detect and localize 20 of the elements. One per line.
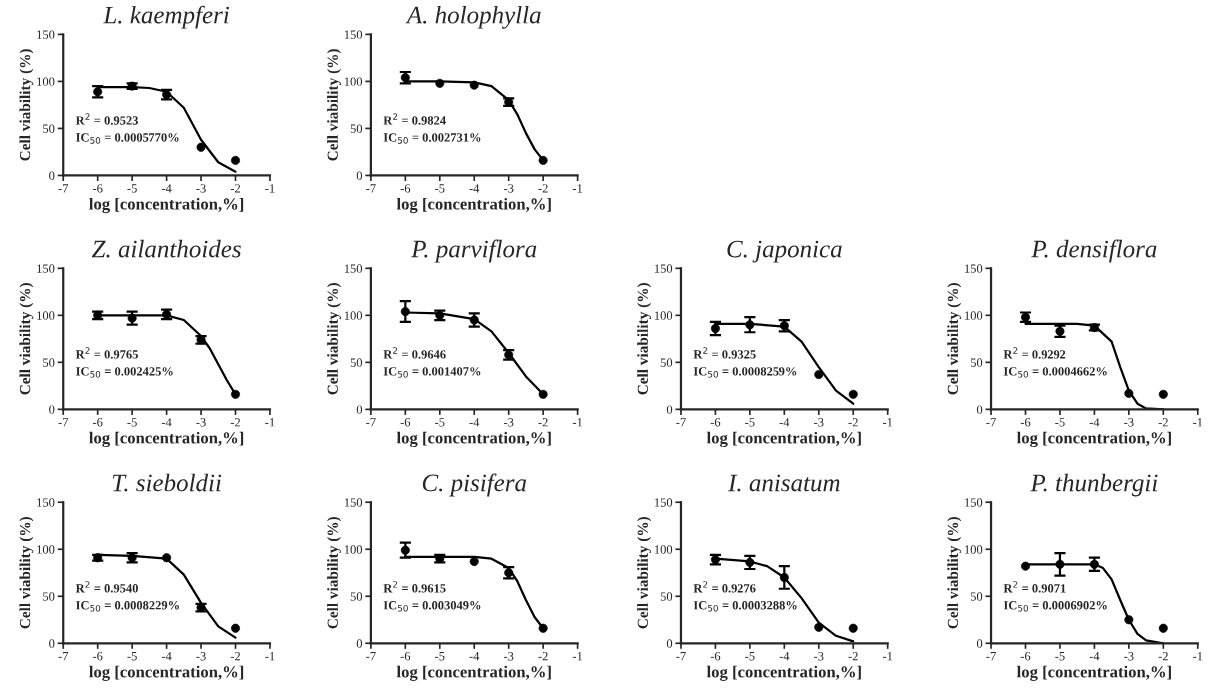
- x-axis-title: log [concentration,%]: [1016, 665, 1171, 681]
- chart-title: L. kaempferi: [103, 5, 230, 29]
- x-axis-title: log [concentration,%]: [396, 431, 551, 448]
- chart-title: C. japonica: [727, 240, 842, 263]
- x-axis-title: log [concentration,%]: [89, 431, 244, 448]
- x-axis-title: log [concentration,%]: [396, 665, 551, 681]
- chart-title: C. pisifera: [422, 473, 527, 497]
- x-axis-title: log [concentration,%]: [706, 431, 861, 448]
- x-axis-title: log [concentration,%]: [706, 665, 861, 681]
- chart-title: P. parviflora: [411, 239, 537, 263]
- chart-title: T. sieboldii: [112, 473, 222, 492]
- x-axis-title: log [concentration,%]: [89, 197, 244, 214]
- x-axis-title: log [concentration,%]: [1016, 431, 1171, 448]
- chart-title: I. anisatum: [727, 474, 840, 492]
- chart-title: P. densiflora: [1031, 239, 1157, 263]
- chart-title: A. holophylla: [405, 5, 541, 29]
- chart-title: Z. ailanthoides: [91, 239, 241, 258]
- x-axis-title: log [concentration,%]: [396, 197, 551, 214]
- x-axis-title: log [concentration,%]: [89, 665, 244, 681]
- chart-title: P. thunbergii: [1030, 473, 1158, 497]
